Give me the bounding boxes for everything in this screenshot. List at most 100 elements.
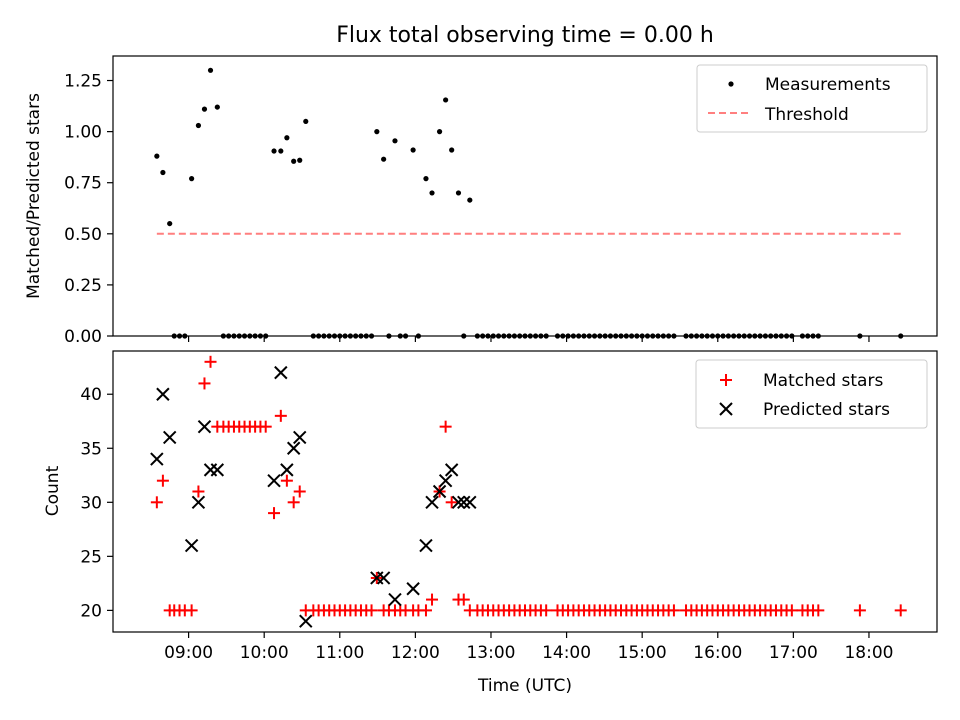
measurement-point — [201, 106, 208, 112]
legend-predicted-marker — [719, 402, 733, 416]
bottom-xtick-label: 09:00 — [164, 643, 213, 663]
measurement-point — [455, 190, 462, 196]
matched-point — [445, 496, 458, 509]
predicted-point — [376, 571, 391, 585]
bottom-legend: Matched stars Predicted stars — [695, 359, 928, 429]
predicted-point — [406, 582, 420, 596]
top-panel: 0.00 0.25 0.50 0.75 1.00 1.25 Matched/Predict… — [24, 55, 938, 347]
matched-point — [280, 474, 293, 487]
bottom-xtick-label: 13:00 — [466, 643, 515, 663]
bottom-yticks: 20 25 30 35 40 — [80, 385, 113, 621]
matched-point — [785, 604, 798, 617]
matched-point — [293, 485, 306, 498]
measurement-point — [189, 176, 195, 182]
predicted-point — [451, 495, 466, 510]
predicted-point — [150, 452, 164, 466]
measurement-point — [429, 190, 435, 196]
matched-point — [259, 420, 272, 433]
legend-predicted-label: Predicted stars — [763, 400, 890, 420]
bottom-xtick-label: 12:00 — [391, 643, 440, 663]
predicted-point — [156, 387, 170, 401]
top-yticks: 0.00 0.25 0.50 0.75 1.00 1.25 — [64, 72, 113, 347]
matched-point — [419, 604, 432, 617]
legend-measurements-label: Measurements — [765, 75, 891, 95]
predicted-point — [197, 419, 212, 434]
bottom-ytick-label: 30 — [80, 493, 102, 513]
predicted-point — [184, 538, 199, 553]
matched-point — [192, 485, 205, 498]
bottom-xticks: 09:00 10:00 11:00 12:00 13:00 14:00 15:00 16:00… — [164, 632, 893, 663]
matched-point — [457, 593, 470, 606]
top-ytick-label: 0.25 — [64, 276, 102, 296]
predicted-point — [444, 463, 459, 477]
measurement-point — [443, 97, 449, 103]
bottom-y-axis-label: Count — [43, 465, 63, 516]
measurement-point — [291, 158, 297, 164]
predicted-point — [203, 463, 218, 477]
figure-title: Flux total observing time = 0.00 h — [336, 23, 714, 48]
measurement-point — [374, 129, 380, 135]
legend-matched-label: Matched stars — [763, 371, 883, 391]
predicted-point — [280, 463, 294, 477]
measurement-point — [297, 157, 303, 163]
predicted-point — [274, 365, 288, 380]
measurement-point — [392, 138, 398, 144]
measurement-point — [160, 169, 166, 176]
predicted-point — [299, 614, 313, 628]
predicted-point — [457, 495, 471, 510]
bottom-xtick-label: 10:00 — [240, 643, 289, 663]
measurement-point — [271, 148, 277, 154]
bottom-xtick-label: 15:00 — [618, 643, 667, 663]
bottom-xtick-label: 18:00 — [844, 643, 893, 663]
matched-point — [268, 507, 281, 520]
bottom-x-axis-label: Time (UTC) — [477, 676, 572, 696]
matched-point — [540, 604, 553, 617]
predicted-point — [191, 495, 206, 510]
matched-point — [439, 420, 452, 433]
predicted-point — [419, 538, 433, 553]
matched-point — [894, 604, 907, 617]
top-legend: Measurements Threshold — [696, 64, 928, 133]
matched-point — [150, 496, 163, 509]
top-legend-box — [696, 64, 928, 133]
bottom-ytick-label: 35 — [80, 439, 102, 459]
measurement-point — [195, 122, 202, 129]
matched-point — [198, 377, 211, 390]
matched-point — [853, 604, 866, 617]
bottom-ytick-label: 40 — [80, 385, 102, 405]
top-ytick-label: 1.00 — [64, 123, 102, 143]
measurement-point — [467, 197, 473, 203]
matched-point — [156, 474, 169, 487]
matched-point — [365, 604, 378, 617]
predicted-point — [293, 430, 307, 445]
matched-point — [204, 355, 217, 368]
bottom-legend-box — [695, 359, 928, 429]
predicted-point — [388, 592, 402, 607]
measurement-point — [423, 176, 429, 182]
predicted-point — [286, 441, 301, 455]
measurement-point — [410, 147, 416, 153]
top-y-axis-label: Matched/Predicted stars — [24, 93, 44, 299]
predicted-point — [267, 473, 281, 488]
top-ytick-label: 1.25 — [64, 72, 102, 92]
matched-point — [667, 604, 680, 617]
bottom-xtick-label: 11:00 — [315, 643, 364, 663]
bottom-panel: 20 25 30 35 40 09:00 10:00 11:00 12:00 13:00 14:0… — [43, 350, 938, 696]
matched-point — [426, 593, 439, 606]
measurement-point — [381, 156, 387, 162]
measurement-point — [449, 147, 455, 153]
top-axes-frame — [112, 55, 938, 337]
measurement-point — [167, 220, 173, 227]
bottom-ytick-label: 20 — [80, 601, 102, 621]
top-ytick-label: 0.00 — [64, 327, 102, 347]
top-ytick-label: 0.50 — [64, 225, 102, 245]
measurement-point — [207, 67, 214, 73]
predicted-point — [162, 430, 177, 445]
top-ytick-label: 0.75 — [64, 174, 102, 194]
bottom-axes-frame — [112, 350, 938, 633]
matched-point — [185, 604, 198, 617]
measurement-point — [436, 129, 443, 135]
measurement-point — [303, 118, 309, 125]
predicted-point — [463, 495, 477, 510]
